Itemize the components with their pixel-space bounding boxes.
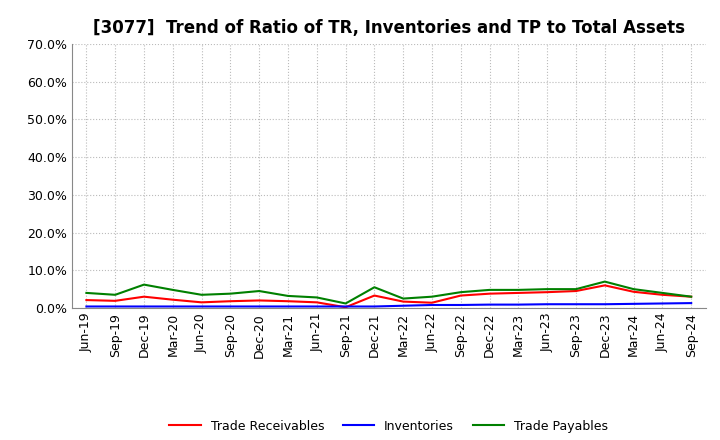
- Inventories: [600, 301, 609, 307]
- Inventories: [284, 304, 292, 309]
- Inventories: [485, 302, 494, 307]
- Inventories: [82, 304, 91, 309]
- Legend: Trade Receivables, Inventories, Trade Payables: Trade Receivables, Inventories, Trade Pa…: [164, 414, 613, 437]
- Inventories: [572, 301, 580, 307]
- Trade Receivables: [82, 297, 91, 303]
- Trade Receivables: [600, 283, 609, 288]
- Trade Receivables: [226, 299, 235, 304]
- Trade Payables: [226, 291, 235, 296]
- Line: Inventories: Inventories: [86, 303, 691, 307]
- Trade Payables: [312, 295, 321, 300]
- Inventories: [370, 304, 379, 309]
- Trade Receivables: [687, 294, 696, 299]
- Trade Receivables: [485, 291, 494, 296]
- Inventories: [197, 304, 206, 309]
- Trade Receivables: [629, 289, 638, 294]
- Inventories: [140, 304, 148, 309]
- Trade Payables: [658, 290, 667, 296]
- Inventories: [629, 301, 638, 307]
- Trade Receivables: [543, 290, 552, 295]
- Inventories: [456, 302, 465, 308]
- Inventories: [514, 302, 523, 307]
- Inventories: [341, 304, 350, 309]
- Line: Trade Receivables: Trade Receivables: [86, 286, 691, 307]
- Trade Receivables: [197, 300, 206, 305]
- Trade Payables: [341, 301, 350, 306]
- Trade Payables: [456, 290, 465, 295]
- Line: Trade Payables: Trade Payables: [86, 282, 691, 304]
- Inventories: [687, 301, 696, 306]
- Trade Receivables: [341, 304, 350, 310]
- Inventories: [312, 304, 321, 309]
- Trade Receivables: [312, 300, 321, 305]
- Trade Payables: [514, 287, 523, 293]
- Trade Receivables: [370, 293, 379, 298]
- Title: [3077]  Trend of Ratio of TR, Inventories and TP to Total Assets: [3077] Trend of Ratio of TR, Inventories…: [93, 19, 685, 37]
- Trade Receivables: [428, 300, 436, 305]
- Trade Payables: [485, 287, 494, 293]
- Trade Receivables: [572, 288, 580, 293]
- Trade Receivables: [658, 292, 667, 297]
- Trade Payables: [284, 293, 292, 299]
- Inventories: [226, 304, 235, 309]
- Trade Payables: [168, 287, 177, 293]
- Inventories: [658, 301, 667, 306]
- Trade Receivables: [168, 297, 177, 302]
- Trade Payables: [255, 288, 264, 293]
- Trade Payables: [82, 290, 91, 296]
- Trade Payables: [600, 279, 609, 284]
- Trade Payables: [629, 286, 638, 292]
- Trade Payables: [572, 286, 580, 292]
- Trade Payables: [428, 294, 436, 299]
- Trade Payables: [543, 286, 552, 292]
- Inventories: [543, 301, 552, 307]
- Trade Payables: [140, 282, 148, 287]
- Trade Receivables: [399, 299, 408, 304]
- Trade Receivables: [514, 290, 523, 296]
- Inventories: [111, 304, 120, 309]
- Trade Payables: [370, 285, 379, 290]
- Trade Payables: [399, 296, 408, 301]
- Trade Payables: [111, 292, 120, 297]
- Inventories: [399, 303, 408, 308]
- Trade Payables: [197, 292, 206, 297]
- Trade Payables: [687, 294, 696, 299]
- Trade Receivables: [111, 298, 120, 304]
- Trade Receivables: [255, 298, 264, 303]
- Inventories: [428, 302, 436, 308]
- Trade Receivables: [140, 294, 148, 299]
- Inventories: [168, 304, 177, 309]
- Trade Receivables: [284, 299, 292, 304]
- Inventories: [255, 304, 264, 309]
- Trade Receivables: [456, 293, 465, 298]
